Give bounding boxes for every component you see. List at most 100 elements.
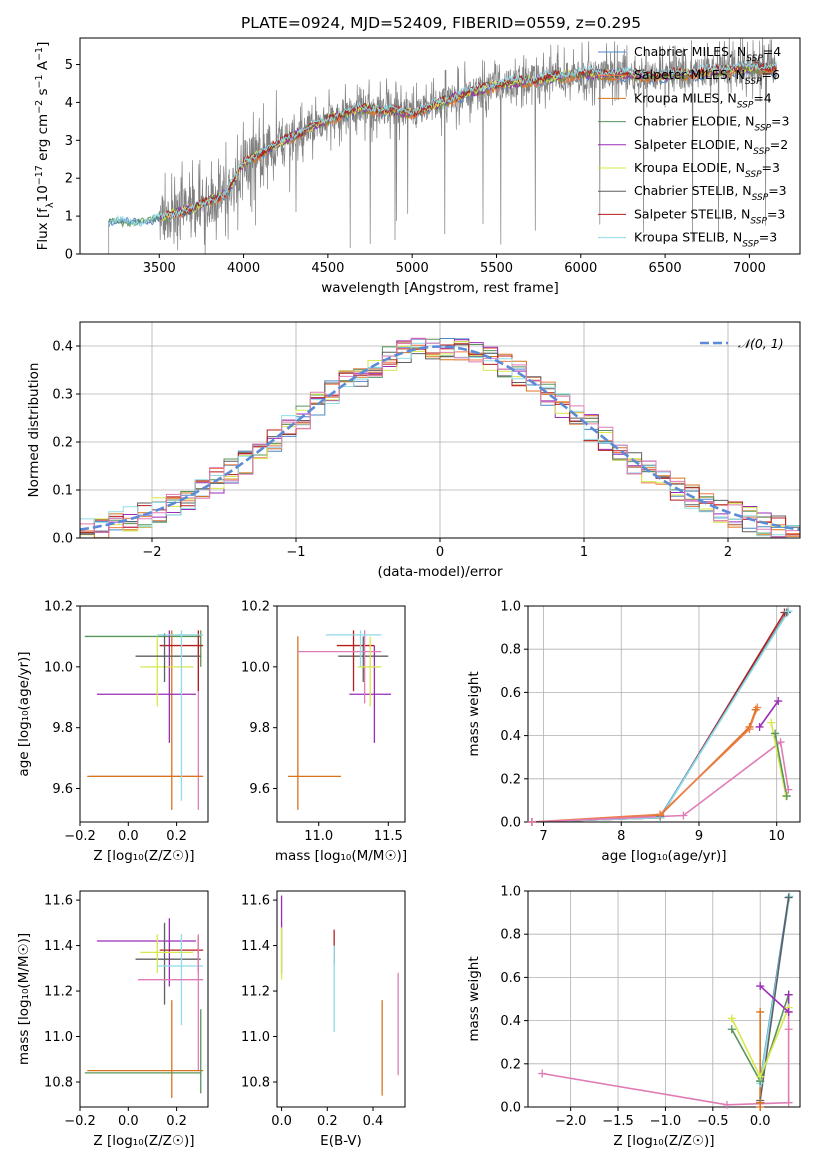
legend-label-sub: SSP (754, 124, 771, 134)
x-tick-label: −0.2 (64, 1114, 96, 1129)
y-tick-label: 10.8 (241, 1075, 270, 1090)
legend-label-tail: =4 (753, 90, 771, 105)
mass-weight-line (759, 897, 790, 1103)
x-tick-label: 0.4 (363, 1114, 384, 1129)
axes-frame (276, 605, 406, 823)
mass-vs-metallicity-panel: −0.2 0.0 0.2 10.8 11.0 11.2 11.4 11.6 Z [log₁₀(Z… (16, 890, 209, 1149)
x-tick-label: 10 (768, 829, 785, 844)
plot-area (80, 337, 800, 538)
legend-label-name: Kroupa MILES, N (634, 90, 737, 105)
data-marker (784, 1098, 793, 1107)
data-marker (776, 738, 785, 747)
observed-spectrum (108, 38, 777, 254)
x-tick-label: 9 (695, 829, 703, 844)
model-spectrum-line (108, 60, 777, 228)
x-tick-label: 0.2 (317, 1114, 338, 1129)
axes-frame (276, 890, 406, 1108)
mass-weight-line (531, 612, 788, 822)
legend-label-sub: SSP (746, 54, 763, 64)
axes-frame (79, 37, 801, 255)
legend-label-tail: =4 (763, 44, 781, 59)
mass-weight-line (770, 722, 787, 797)
data-marker (785, 892, 794, 901)
x-tick-label: 11.0 (304, 829, 333, 844)
x-axis-label: mass [log₁₀(M/M☉)] (275, 848, 407, 864)
y-axis-label-part: Flux [f (35, 207, 51, 251)
data-marker (784, 1025, 793, 1034)
y-tick-label: 10.0 (44, 660, 73, 675)
x-tick-label: −0.5 (697, 1114, 729, 1129)
y-tick-label: 11.4 (44, 939, 73, 954)
y-tick-label: 11.6 (241, 894, 270, 909)
legend-label-tail: =3 (771, 114, 789, 129)
y-tick-label: 0.8 (500, 643, 521, 658)
y-axis-label-part: A (35, 60, 51, 74)
x-tick-label: 5000 (396, 261, 429, 276)
legend-label-name: Kroupa STELIB, N (634, 230, 742, 245)
legend-label-sub: SSP (745, 170, 762, 180)
legend-label: Kroupa ELODIE, NSSP=3 (634, 160, 780, 180)
normal-distribution-curve (80, 345, 800, 531)
x-tick-label: 6500 (649, 261, 682, 276)
plot-area (288, 630, 392, 810)
y-tick-label: 11.2 (44, 985, 73, 1000)
legend-label-tail: =3 (768, 183, 786, 198)
y-axis-label: Normed distribution (26, 363, 42, 498)
legend-label-tail: =3 (762, 160, 780, 175)
x-tick-label: 7 (539, 829, 547, 844)
y-tick-label: 9.8 (52, 721, 73, 736)
y-tick-label: 9.8 (249, 721, 270, 736)
y-tick-label: 0.0 (52, 532, 73, 547)
data-marker (527, 818, 536, 826)
data-marker (727, 1025, 736, 1034)
mass-weight-line (774, 733, 788, 797)
x-tick-label: 0.2 (166, 1114, 187, 1129)
y-tick-label: 0.8 (500, 928, 521, 943)
y-tick-label: 0.2 (500, 1057, 521, 1072)
y-axis-label-part: s (35, 88, 51, 99)
y-tick-label: 10.2 (44, 600, 73, 615)
y-axis-label: mass [log₁₀(M/M☉)] (16, 933, 32, 1065)
y-axis-label-part: erg cm (35, 114, 51, 165)
data-marker (756, 1098, 765, 1107)
x-axis-label: Z [log₁₀(Z/Z☉)] (93, 1133, 194, 1149)
x-tick-label: 0.0 (118, 829, 139, 844)
data-marker (784, 990, 793, 999)
legend-label: Kroupa MILES, NSSP=4 (634, 90, 772, 110)
y-axis-label-part: −1 (34, 74, 45, 88)
age-vs-metallicity-panel: −0.2 0.0 0.2 9.6 9.8 10.0 10.2 Z [log₁₀(Z/Z☉)] a… (16, 600, 209, 864)
legend-label: Salpeter STELIB, NSSP=3 (634, 206, 785, 226)
legend-label: Salpeter ELODIE, NSSP=2 (634, 137, 788, 157)
x-tick-label: 5500 (480, 261, 513, 276)
legend-label: Chabrier ELODIE, NSSP=3 (634, 114, 789, 134)
plot-area (84, 918, 204, 1098)
y-tick-label: 1.0 (500, 600, 521, 615)
y-tick-label: 0.3 (52, 388, 73, 403)
y-tick-label: 3 (65, 134, 73, 149)
data-marker (538, 1069, 547, 1078)
legend-label-sub: SSP (750, 216, 767, 226)
legend-label: Salpeter MILES, NSSP=6 (634, 67, 780, 87)
y-tick-label: 0.1 (52, 484, 73, 499)
data-marker (755, 722, 764, 731)
plot-area (84, 630, 204, 810)
mass-weight-line (531, 707, 759, 822)
y-tick-label: 11.2 (241, 985, 270, 1000)
data-marker (679, 811, 688, 820)
x-tick-label: −2.0 (555, 1114, 587, 1129)
data-marker (656, 810, 665, 819)
data-marker (756, 1007, 765, 1016)
legend-label-name: Salpeter ELODIE, N (634, 137, 753, 152)
legend-label-sub: SSP (737, 100, 754, 110)
legend-label-tail: =3 (767, 206, 785, 221)
y-tick-label: 1.0 (500, 885, 521, 900)
x-tick-label: 7000 (733, 261, 766, 276)
x-axis-label: age [log₁₀(age/yr)] (601, 848, 726, 864)
x-tick-label: 0.0 (271, 1114, 292, 1129)
mass-weight-vs-metallicity-panel: −2.0 −1.5 −1.0 −0.5 0.0 0.0 0.2 0.4 0.6 0.8 1.0 Z [… (466, 885, 801, 1149)
mass-weight-line (758, 700, 779, 728)
y-axis-label: age [log₁₀(age/yr)] (16, 651, 32, 776)
legend-label: Chabrier STELIB, NSSP=3 (634, 183, 787, 203)
plot-area (108, 38, 777, 254)
